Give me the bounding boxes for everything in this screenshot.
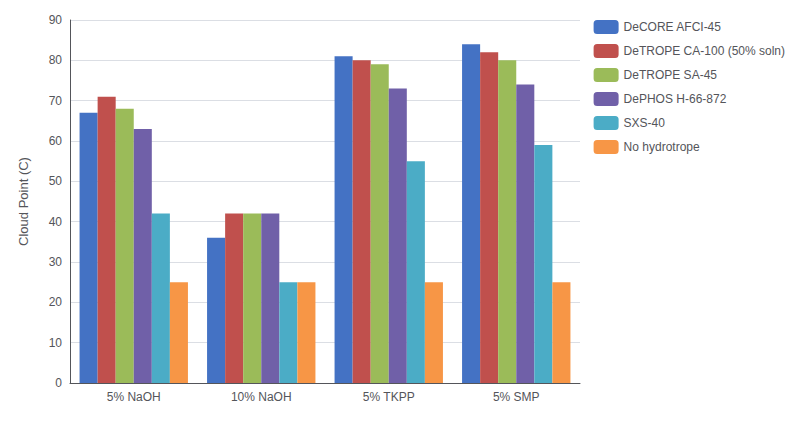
svg-text:30: 30 <box>49 255 63 269</box>
svg-text:DeCORE AFCI-45: DeCORE AFCI-45 <box>624 20 722 34</box>
svg-text:50: 50 <box>49 174 63 188</box>
svg-text:10% NaOH: 10% NaOH <box>231 390 292 404</box>
svg-text:DePHOS H-66-872: DePHOS H-66-872 <box>624 92 727 106</box>
svg-text:5% TKPP: 5% TKPP <box>363 390 415 404</box>
svg-text:60: 60 <box>49 134 63 148</box>
svg-text:No hydrotrope: No hydrotrope <box>624 140 700 154</box>
svg-text:SXS-40: SXS-40 <box>624 116 666 130</box>
svg-text:5% NaOH: 5% NaOH <box>107 390 161 404</box>
svg-text:DeTROPE CA-100 (50% soln): DeTROPE CA-100 (50% soln) <box>624 44 785 58</box>
svg-text:0: 0 <box>55 376 62 390</box>
svg-text:Cloud Point (C): Cloud Point (C) <box>16 157 31 246</box>
svg-text:5% SMP: 5% SMP <box>493 390 540 404</box>
svg-text:80: 80 <box>49 53 63 67</box>
svg-text:40: 40 <box>49 215 63 229</box>
svg-text:20: 20 <box>49 295 63 309</box>
svg-text:70: 70 <box>49 94 63 108</box>
svg-text:DeTROPE SA-45: DeTROPE SA-45 <box>624 68 718 82</box>
svg-text:90: 90 <box>49 13 63 27</box>
svg-text:10: 10 <box>49 336 63 350</box>
